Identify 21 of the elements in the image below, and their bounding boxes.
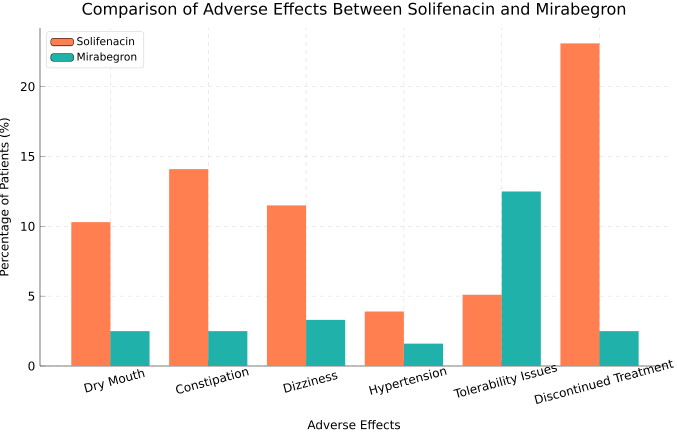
bar: [306, 320, 346, 366]
bar: [404, 344, 444, 366]
bar: [462, 294, 502, 366]
y-tick-label: 10: [21, 222, 34, 231]
bar: [502, 191, 541, 366]
bar: [208, 331, 248, 366]
y-tick-label: 15: [21, 152, 34, 161]
y-tick-label: 5: [28, 292, 34, 301]
legend-label: Mirabegron: [78, 52, 136, 63]
bar: [364, 312, 404, 366]
bar: [71, 222, 110, 366]
x-axis-title: Adverse Effects: [307, 420, 400, 430]
x-tick-label: Dry Mouth: [84, 369, 145, 392]
y-tick-label: 0: [28, 361, 34, 371]
bar: [266, 205, 306, 366]
bar: [169, 169, 208, 366]
bar: [560, 43, 600, 366]
bar: [110, 331, 150, 366]
legend-label: Solifenacin: [77, 36, 134, 46]
chart-title: Comparison of Adverse Effects Between Solifenacin and Mirabegron: [82, 2, 626, 18]
y-tick-label: 20: [20, 82, 34, 92]
